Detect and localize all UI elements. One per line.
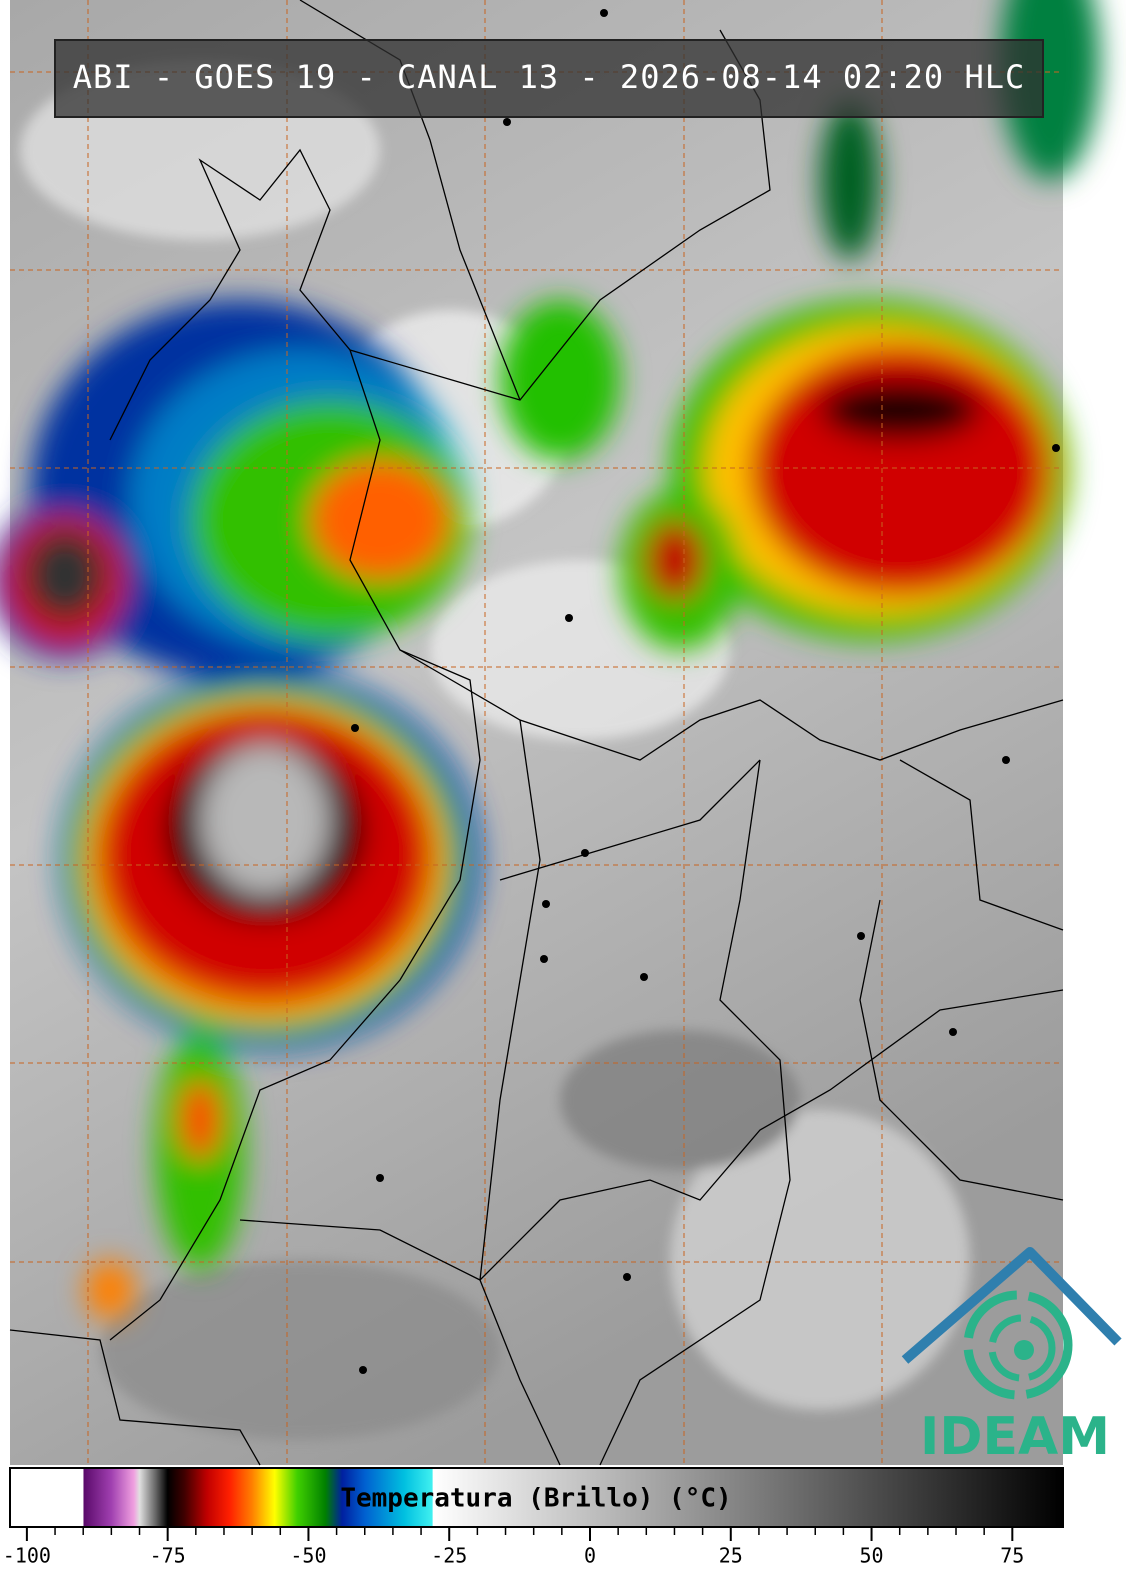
tick-label: -100 [3,1544,51,1568]
title: ABI - GOES 19 - CANAL 13 - 2026-08-14 02… [73,58,1025,96]
colorbar: Temperatura (Brillo) (°C) -100 -75 -50 -25 0… [3,1467,1064,1568]
tick-label: -75 [150,1544,186,1568]
tick-label: -25 [431,1544,467,1568]
tick-label: 50 [859,1544,883,1568]
logo-text: IDEAM [920,1407,1110,1467]
satellite-map [0,0,1100,1466]
tick-label: 25 [719,1544,743,1568]
tick-label: -50 [290,1544,326,1568]
logo: IDEAM [901,1247,1122,1467]
tick-label: 75 [1000,1544,1024,1568]
title-box [54,39,1044,118]
tick-label: 0 [584,1544,596,1568]
colorbar-label: Temperatura (Brillo) (°C) [340,1484,731,1514]
